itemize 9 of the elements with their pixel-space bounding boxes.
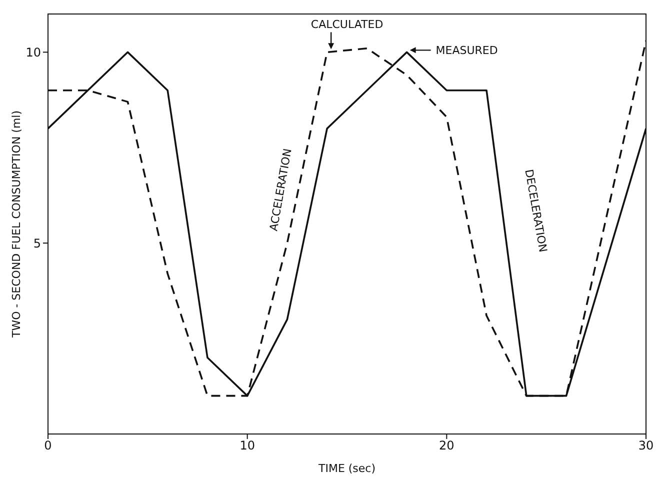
x-tick-label: 20	[439, 438, 454, 453]
x-tick-label: 10	[240, 438, 255, 453]
annotation: MEASURED	[436, 44, 498, 58]
x-tick-label: 30	[638, 438, 654, 453]
y-tick-label: 5	[33, 236, 41, 250]
x-axis-title: TIME (sec)	[317, 462, 376, 475]
annotation: CALCULATED	[310, 18, 384, 32]
y-axis-title: TWO - SECOND FUEL CONSUMPTION (ml)	[10, 110, 23, 339]
x-tick-label: 0	[44, 438, 52, 453]
